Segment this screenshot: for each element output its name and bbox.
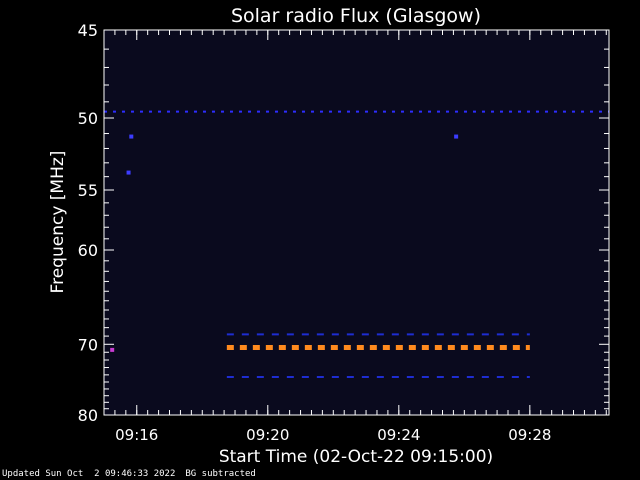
data-point bbox=[126, 170, 131, 175]
x-tick-label: 09:20 bbox=[246, 426, 289, 444]
y-tick-label: 45 bbox=[78, 21, 98, 40]
plot-background bbox=[104, 30, 609, 415]
x-axis-label: Start Time (02-Oct-22 09:15:00) bbox=[219, 447, 493, 467]
bg-note: BG subtracted bbox=[185, 469, 256, 479]
plot-frame bbox=[103, 29, 610, 416]
chart-title: Solar radio Flux (Glasgow) bbox=[231, 5, 481, 27]
data-point bbox=[129, 134, 134, 139]
data-point bbox=[110, 347, 115, 352]
x-tick-label: 09:28 bbox=[508, 426, 551, 444]
x-tick-label: 09:16 bbox=[115, 426, 158, 444]
y-tick-label: 55 bbox=[78, 181, 98, 200]
y-axis-label: Frequency [MHz] bbox=[48, 151, 68, 294]
x-tick-label: 09:24 bbox=[377, 426, 420, 444]
updated-timestamp: Updated Sun Oct 2 09:46:33 2022 bbox=[2, 469, 176, 479]
data-point bbox=[454, 134, 459, 139]
y-tick-label: 60 bbox=[78, 241, 98, 260]
y-tick-label: 80 bbox=[78, 406, 98, 425]
chart-features bbox=[104, 110, 609, 379]
axis-ticks: 45 50 55 60 70 80 09:16 09:20 09:24 09:28 bbox=[78, 21, 609, 444]
y-tick-label: 70 bbox=[78, 335, 98, 354]
footer-status: Updated Sun Oct 2 09:46:33 2022 BG subtra… bbox=[2, 469, 266, 479]
y-tick-label: 50 bbox=[78, 109, 98, 128]
